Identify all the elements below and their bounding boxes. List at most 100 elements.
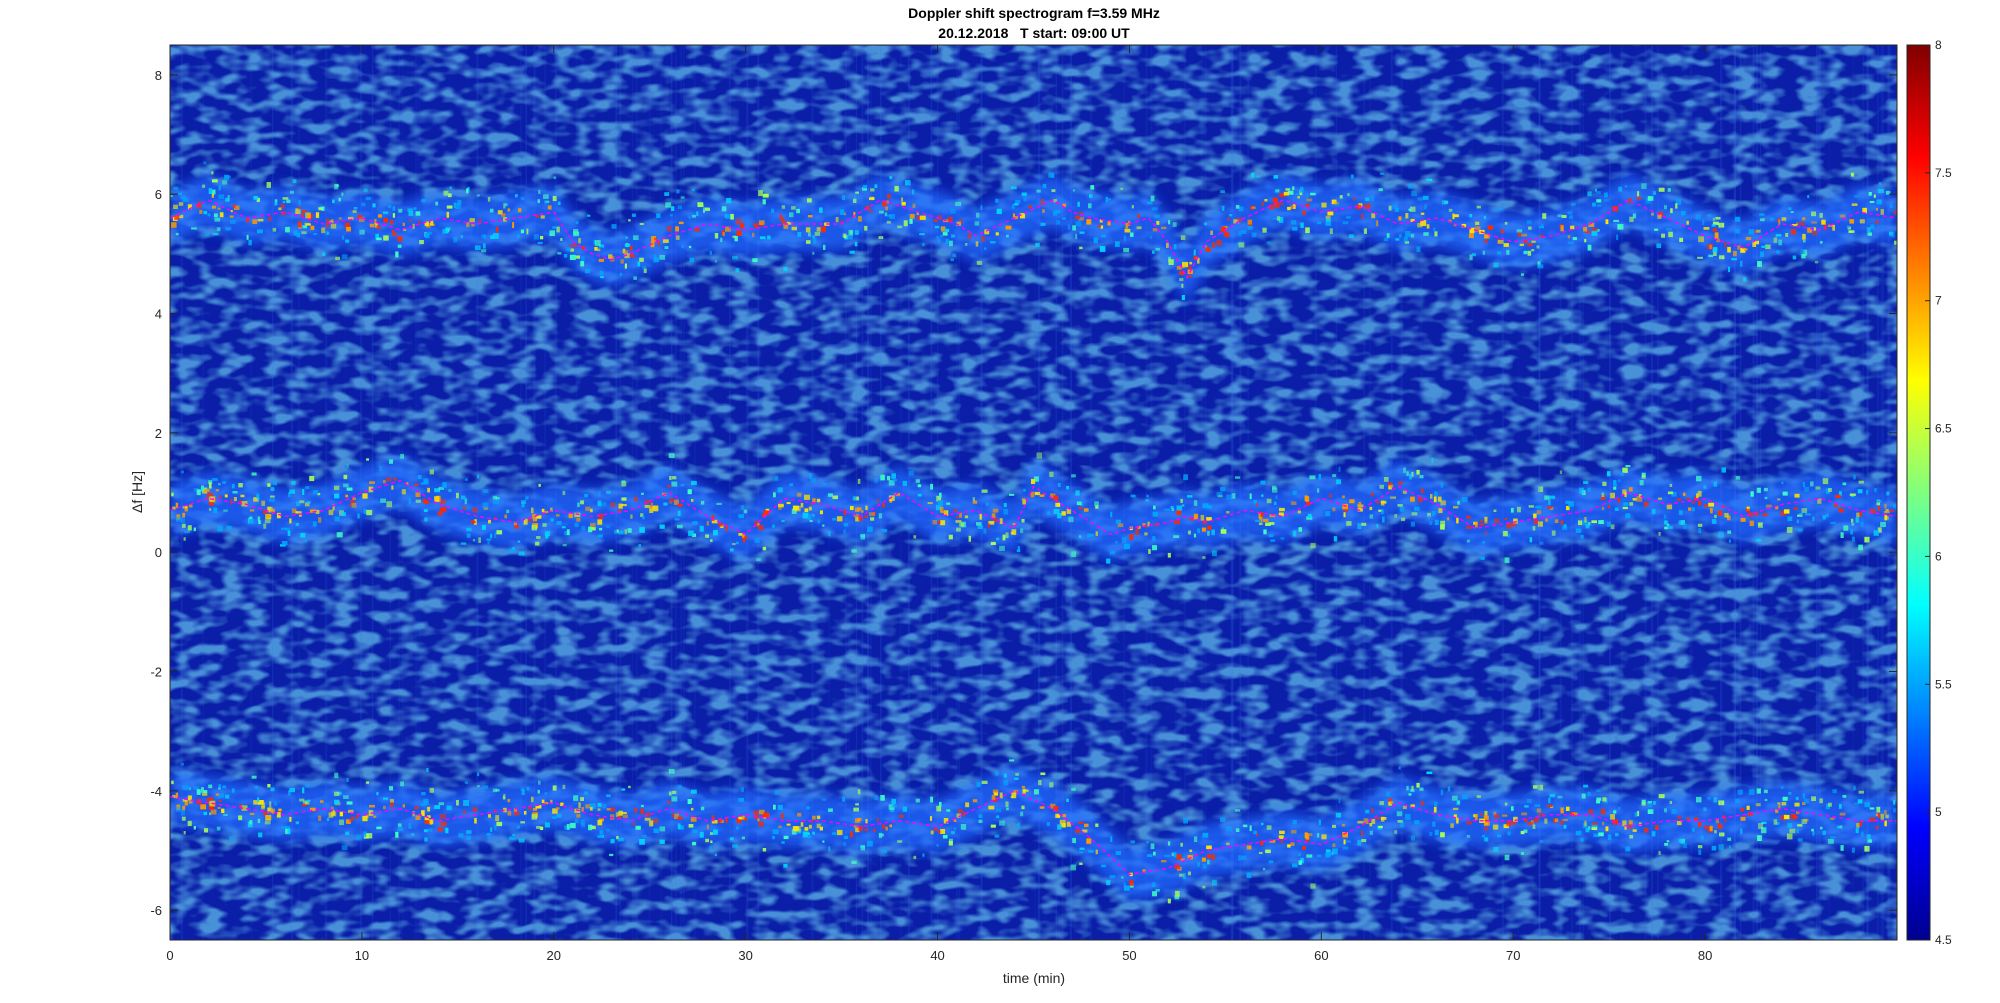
band-speckle [1291,501,1297,505]
interference-stripe [1877,45,1879,940]
band-speckle [1520,852,1525,855]
band-speckle [870,517,875,521]
band-speckle [1620,472,1624,476]
band-speckle [886,220,891,224]
band-speckle [1504,557,1510,563]
band-speckle [1268,860,1274,864]
band-speckle [446,211,449,218]
band-speckle [843,523,849,527]
interference-stripe [1570,45,1574,940]
band-speckle [1526,799,1532,804]
colorbar-tick-label: 6 [1935,549,1942,563]
band-speckle [1513,816,1518,822]
band-speckle [659,826,666,832]
band-speckle [853,198,857,203]
band-speckle [1757,261,1762,267]
band-speckle [507,208,511,212]
band-speckle [616,529,619,533]
band-speckle [1355,204,1362,210]
band-speckle [1079,862,1083,865]
band-speckle [209,508,212,511]
band-speckle [937,520,941,524]
band-speckle [1262,518,1269,523]
band-speckle [1093,237,1098,244]
band-speckle [1048,172,1055,178]
band-speckle [1592,822,1598,826]
band-speckle [711,815,715,822]
interference-stripe [324,45,328,940]
band-speckle [1537,521,1543,527]
band-speckle [558,201,561,205]
band-speckle [296,501,300,506]
band-speckle [778,507,782,510]
band-speckle [1832,224,1835,231]
band-speckle [535,214,540,218]
band-speckle [351,503,357,508]
band-speckle [1390,496,1397,499]
band-speckle [821,798,827,801]
band-speckle [395,831,399,838]
band-speckle [1733,251,1737,257]
band-speckle [1764,798,1768,802]
band-speckle [1042,209,1045,213]
band-speckle [1697,256,1703,259]
band-speckle [1622,506,1628,510]
band-speckle [730,548,734,552]
band-speckle [1711,519,1717,524]
band-speckle [1388,205,1392,211]
band-speckle [848,229,854,236]
band-speckle [1811,211,1816,217]
doppler-trace-line [170,199,1897,280]
band-speckle [1874,488,1877,493]
band-speckle [1050,803,1056,809]
band-speckle [1521,812,1528,816]
band-speckle [557,252,562,255]
band-speckle [736,817,742,823]
band-speckle [1819,241,1823,244]
band-speckle [1061,823,1066,828]
band-speckle [1877,812,1881,818]
band-speckle [699,831,704,838]
band-speckle [1411,512,1418,516]
band-speckle [1396,811,1403,817]
band-speckle [850,831,853,838]
band-speckle [1204,222,1208,226]
band-speckle [1890,232,1895,238]
band-speckle [1651,508,1656,515]
band-speckle [1292,186,1295,190]
band-speckle [1087,533,1091,538]
band-speckle [1383,237,1389,242]
band-speckle [532,808,538,811]
band-speckle [1433,801,1438,807]
band-speckle [681,245,684,249]
band-speckle [670,206,675,211]
band-speckle [1632,213,1637,219]
band-speckle [1095,823,1099,827]
band-speckle [1869,200,1875,204]
band-speckle [1369,830,1373,835]
band-speckle [853,825,859,829]
interference-stripe [729,45,731,940]
band-speckle [196,204,202,209]
band-speckle [1484,530,1487,536]
band-speckle [1325,852,1331,858]
band-speckle [1476,795,1481,798]
band-speckle [1049,471,1054,477]
band-speckle [1675,198,1682,205]
band-speckle [932,520,938,525]
interference-stripe [680,45,682,940]
band-speckle [332,504,335,511]
band-speckle [1889,509,1894,512]
band-speckle [1397,504,1403,507]
band-speckle [434,488,441,493]
band-speckle [861,510,864,513]
interference-stripe [180,45,183,940]
band-speckle [710,539,713,542]
band-speckle [999,820,1005,826]
band-speckle [1875,220,1879,224]
band-speckle [282,200,286,203]
band-speckle [1778,239,1782,246]
band-speckle [261,500,266,506]
band-speckle [621,788,626,791]
band-speckle [740,223,745,229]
